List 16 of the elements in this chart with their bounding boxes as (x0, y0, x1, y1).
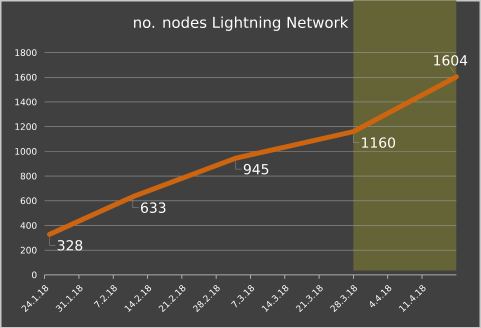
y-tick-label: 0 (32, 271, 37, 278)
chart-title: no. nodes Lightning Network (134, 16, 348, 31)
data-label: 633 (140, 202, 166, 213)
y-tick-label: 200 (20, 246, 37, 254)
y-tick-label: 400 (20, 222, 37, 229)
y-tick-label: 1800 (15, 48, 37, 56)
data-label: 328 (58, 240, 82, 250)
data-label: 1160 (362, 137, 396, 148)
y-tick-label: 1200 (15, 123, 37, 130)
data-label: 1604 (434, 54, 468, 66)
data-label: 945 (244, 164, 268, 174)
y-tick-label: 800 (20, 172, 37, 180)
y-tick-label: 600 (20, 197, 37, 204)
y-tick-label: 1600 (15, 74, 37, 80)
y-tick-label: 1400 (15, 98, 37, 106)
y-tick-label: 1000 (15, 148, 37, 155)
